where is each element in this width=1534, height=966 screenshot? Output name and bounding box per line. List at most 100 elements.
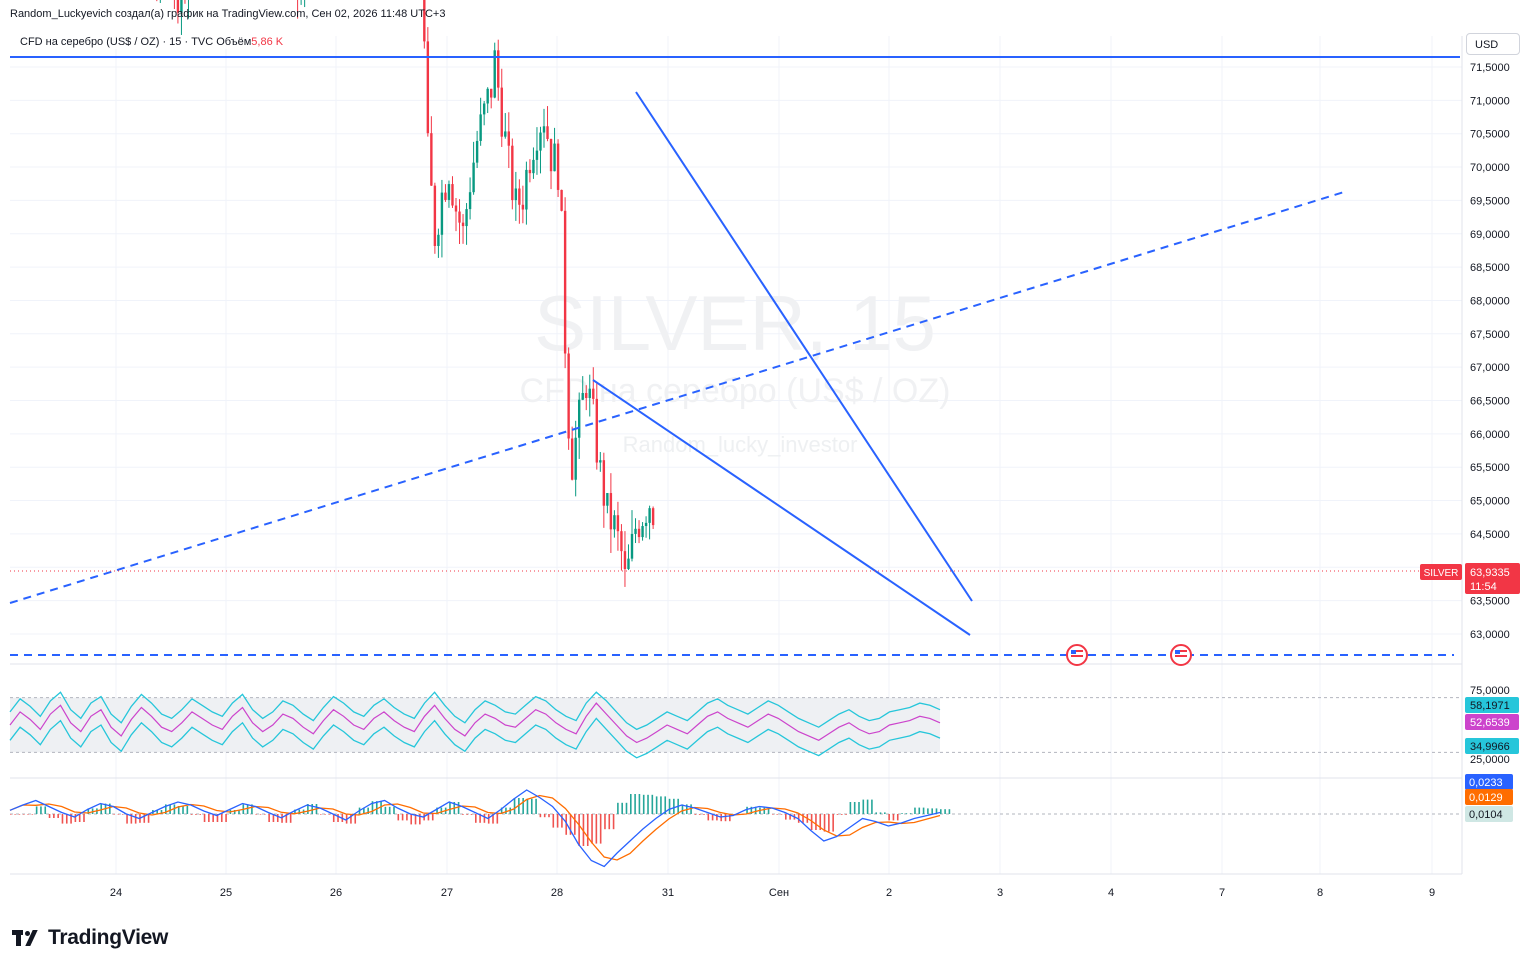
macd-histogram-bar <box>190 814 193 815</box>
macd-histogram-bar <box>746 806 748 814</box>
candle-body <box>514 188 518 201</box>
macd-histogram-bar <box>664 796 667 814</box>
macd-value-text: 0,0233 <box>1469 777 1503 789</box>
macd-histogram-bar <box>40 806 42 814</box>
macd-histogram-bar <box>165 804 167 814</box>
macd-histogram-bar <box>289 814 292 823</box>
macd-histogram-bar <box>121 814 124 815</box>
candle-body <box>528 169 532 174</box>
rsi-value-text: 52,6539 <box>1470 717 1510 729</box>
macd-histogram-bar <box>238 810 240 814</box>
macd-histogram-bar <box>281 814 283 823</box>
macd-histogram-bar <box>660 796 662 814</box>
macd-histogram-bar <box>651 794 654 814</box>
macd-histogram-bar <box>427 814 430 821</box>
candle-body <box>609 493 613 530</box>
macd-histogram-bar <box>612 814 615 830</box>
macd-histogram-bar <box>332 814 335 822</box>
macd-histogram-bar <box>203 814 206 822</box>
macd-histogram-bar <box>156 810 158 814</box>
last-price-countdown: 11:54 <box>1470 581 1497 593</box>
macd-histogram-bar <box>763 807 766 814</box>
macd-histogram-bar <box>259 814 262 815</box>
macd-histogram-bar <box>487 814 490 824</box>
macd-histogram-bar <box>561 814 563 828</box>
symbol-watermark: SILVER, 15 CFD на серебро (US$ / OZ) Ran… <box>520 279 951 457</box>
tradingview-brand: TradingView <box>48 926 169 949</box>
macd-histogram-bar <box>776 814 778 815</box>
macd-value-badge <box>1465 806 1513 822</box>
macd-histogram-bar <box>591 814 593 844</box>
macd-histogram-bar <box>690 804 692 814</box>
price-axis: 71,5000 71,0000 70,5000 70,0000 69,5000 69,00… <box>1420 62 1520 822</box>
macd-histogram-bar <box>673 798 675 814</box>
macd-histogram-bar <box>625 802 628 814</box>
macd-pane <box>9 789 1462 868</box>
macd-histogram-bar <box>70 814 72 824</box>
macd-histogram-bar <box>100 803 103 814</box>
rsi-upper-band <box>9 691 941 731</box>
macd-histogram-bar <box>789 814 791 820</box>
macd-histogram-bar <box>750 806 753 814</box>
macd-histogram-bar <box>845 814 847 815</box>
macd-histogram-bar <box>436 807 438 814</box>
candle-body <box>430 133 433 186</box>
macd-histogram-bar <box>285 814 288 823</box>
tradingview-logo[interactable]: TradingView <box>12 926 168 950</box>
macd-histogram-bar <box>582 814 585 846</box>
macd-histogram-bar <box>905 813 908 814</box>
macd-histogram-bar <box>772 814 774 815</box>
macd-histogram-bar <box>815 814 817 830</box>
tradingview-logo-icon <box>12 928 42 948</box>
macd-histogram-bar <box>246 804 249 814</box>
macd-histogram-bar <box>711 814 714 821</box>
macd-histogram-bar <box>604 814 606 830</box>
macd-histogram-bar <box>496 814 499 824</box>
macd-histogram-bar <box>647 794 649 814</box>
price-tick-label: 65,5000 <box>1470 462 1510 474</box>
candle-body <box>651 508 655 526</box>
us-flag-canton <box>1175 650 1180 654</box>
macd-value-text: 0,0129 <box>1469 792 1503 804</box>
macd-histogram-bar <box>724 814 727 822</box>
macd-histogram-bar <box>268 814 270 822</box>
candle-body <box>606 493 609 506</box>
macd-histogram-bar <box>182 806 184 814</box>
macd-histogram-bar <box>896 814 899 821</box>
macd-histogram-bar <box>935 808 938 814</box>
macd-histogram-bar <box>384 806 387 814</box>
macd-histogram-bar <box>44 806 47 814</box>
currency-button[interactable]: USD <box>1466 33 1520 55</box>
candle-body <box>546 126 549 139</box>
price-tick-label: 67,5000 <box>1470 329 1510 341</box>
candle-body <box>620 531 623 552</box>
candle-body <box>490 88 493 98</box>
macd-histogram-bar <box>535 798 537 814</box>
macd-histogram-bar <box>311 804 313 814</box>
symbol-legend[interactable]: CFD на серебро (US$ / OZ) · 15 · TVC Объ… <box>18 35 286 49</box>
macd-histogram-bar <box>526 798 529 814</box>
macd-histogram-bar <box>767 807 770 814</box>
macd-histogram-bar <box>431 814 434 821</box>
candle-body <box>472 162 475 193</box>
macd-value-badge <box>1465 774 1513 790</box>
macd-histogram-bar <box>819 814 822 830</box>
macd-histogram-bar <box>74 814 77 822</box>
candle-body <box>447 184 451 200</box>
candle-body <box>623 551 627 570</box>
symbol-description: CFD на серебро (US$ / OZ) · 15 · TVC <box>20 36 214 48</box>
trendline-rising <box>9 191 1345 604</box>
macd-histogram-bar <box>922 807 925 814</box>
price-tick-label: 67,0000 <box>1470 362 1510 374</box>
macd-histogram-bar <box>595 814 598 844</box>
time-tick-label: 24 <box>110 887 122 899</box>
macd-histogram-bar <box>552 814 555 828</box>
macd-histogram-bar <box>698 814 701 815</box>
macd-histogram-bar <box>410 814 413 825</box>
price-tick-label: 71,0000 <box>1470 95 1510 107</box>
macd-histogram-bar <box>328 814 331 815</box>
candle-body <box>648 508 651 523</box>
macd-histogram-bar <box>548 814 550 818</box>
macd-histogram-bar <box>276 814 279 822</box>
